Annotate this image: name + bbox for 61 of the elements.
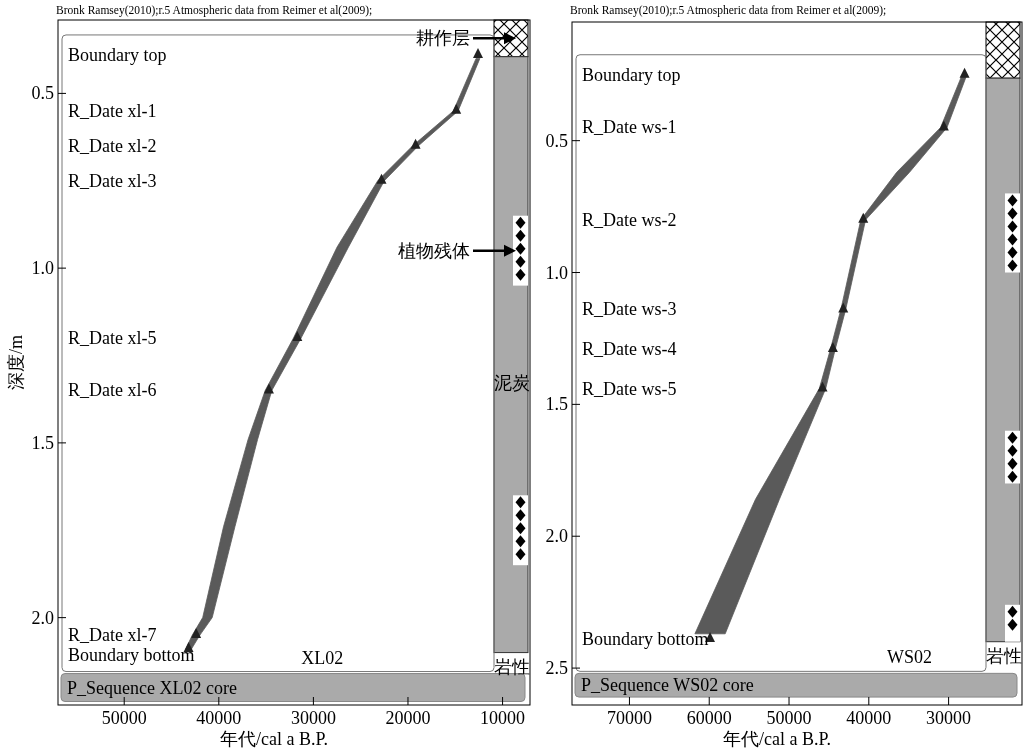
point: [410, 138, 421, 149]
x-axis-title: 年代/cal a B.P.: [220, 729, 328, 749]
y-tick-label: 1.5: [31, 432, 54, 453]
y-tick-label: 2.5: [545, 658, 568, 679]
point: [959, 67, 970, 78]
point: [263, 383, 274, 394]
annotation: R_Date ws-2: [582, 209, 677, 230]
annotation: R_Date xl-3: [68, 170, 157, 191]
y-tick-label: 1.5: [545, 394, 568, 415]
annotation: R_Date ws-5: [582, 378, 677, 399]
y-tick-label: 1.0: [31, 258, 54, 279]
annotation: R_Date ws-3: [582, 299, 677, 320]
x-tick-label: 40000: [846, 708, 892, 728]
point: [838, 302, 849, 313]
point: [451, 103, 462, 114]
annotation: 泥炭: [494, 373, 530, 394]
x-tick-label: 50000: [766, 708, 812, 728]
point: [292, 331, 303, 342]
annotation: R_Date xl-5: [68, 328, 157, 349]
annotation: WS02: [887, 647, 932, 668]
x-tick-label: 60000: [686, 708, 732, 728]
text: Bronk Ramsey(2010);r.5 Atmospheric data from Reimer et al(2009);: [570, 4, 887, 17]
y-tick-label: 2.0: [545, 526, 568, 547]
y-tick-label: 0.5: [545, 130, 568, 151]
annotation: R_Date xl-6: [68, 380, 157, 401]
x-tick-label: 40000: [196, 708, 242, 728]
point: [472, 47, 483, 58]
x-tick-label: 10000: [480, 708, 526, 728]
annotation: Boundary bottom: [582, 629, 709, 650]
annotation: 植物残体: [398, 240, 470, 261]
point: [827, 342, 838, 352]
x-axis-title: 年代/cal a B.P.: [723, 729, 831, 749]
point: [938, 120, 949, 131]
y-tick-label: 0.5: [31, 83, 54, 104]
text: Bronk Ramsey(2010);r.5 Atmospheric data from Reimer et al(2009);: [56, 4, 373, 17]
point: [376, 173, 387, 184]
annotation: Boundary top: [582, 64, 681, 85]
annotation: R_Date ws-4: [582, 339, 677, 359]
annotation: Boundary top: [68, 44, 167, 65]
y-tick-label: 1.0: [545, 262, 568, 283]
annotation: R_Date xl-2: [68, 135, 157, 156]
annotation: XL02: [301, 647, 344, 668]
band-label: P_Sequence XL02 core: [67, 677, 237, 698]
x-tick-label: 70000: [606, 708, 652, 728]
x-tick-label: 30000: [290, 708, 336, 728]
annotation: 耕作层: [416, 28, 470, 49]
x-tick-label: 50000: [101, 708, 147, 728]
annotation: Boundary bottom: [68, 645, 195, 666]
annotation: R_Date xl-7: [68, 625, 157, 646]
y-tick-label: 2.0: [31, 607, 54, 628]
x-tick-label: 30000: [926, 708, 972, 728]
annotation: 岩性: [494, 656, 530, 677]
annotation: R_Date xl-1: [68, 100, 157, 121]
point: [191, 628, 202, 639]
band-label: P_Sequence WS02 core: [581, 675, 754, 696]
x-tick-label: 20000: [385, 708, 431, 728]
y-axis-title: 深度/m: [6, 334, 26, 391]
point: [858, 212, 869, 223]
point: [817, 381, 828, 392]
annotation: R_Date ws-1: [582, 117, 677, 138]
annotation: 岩性: [986, 645, 1022, 666]
